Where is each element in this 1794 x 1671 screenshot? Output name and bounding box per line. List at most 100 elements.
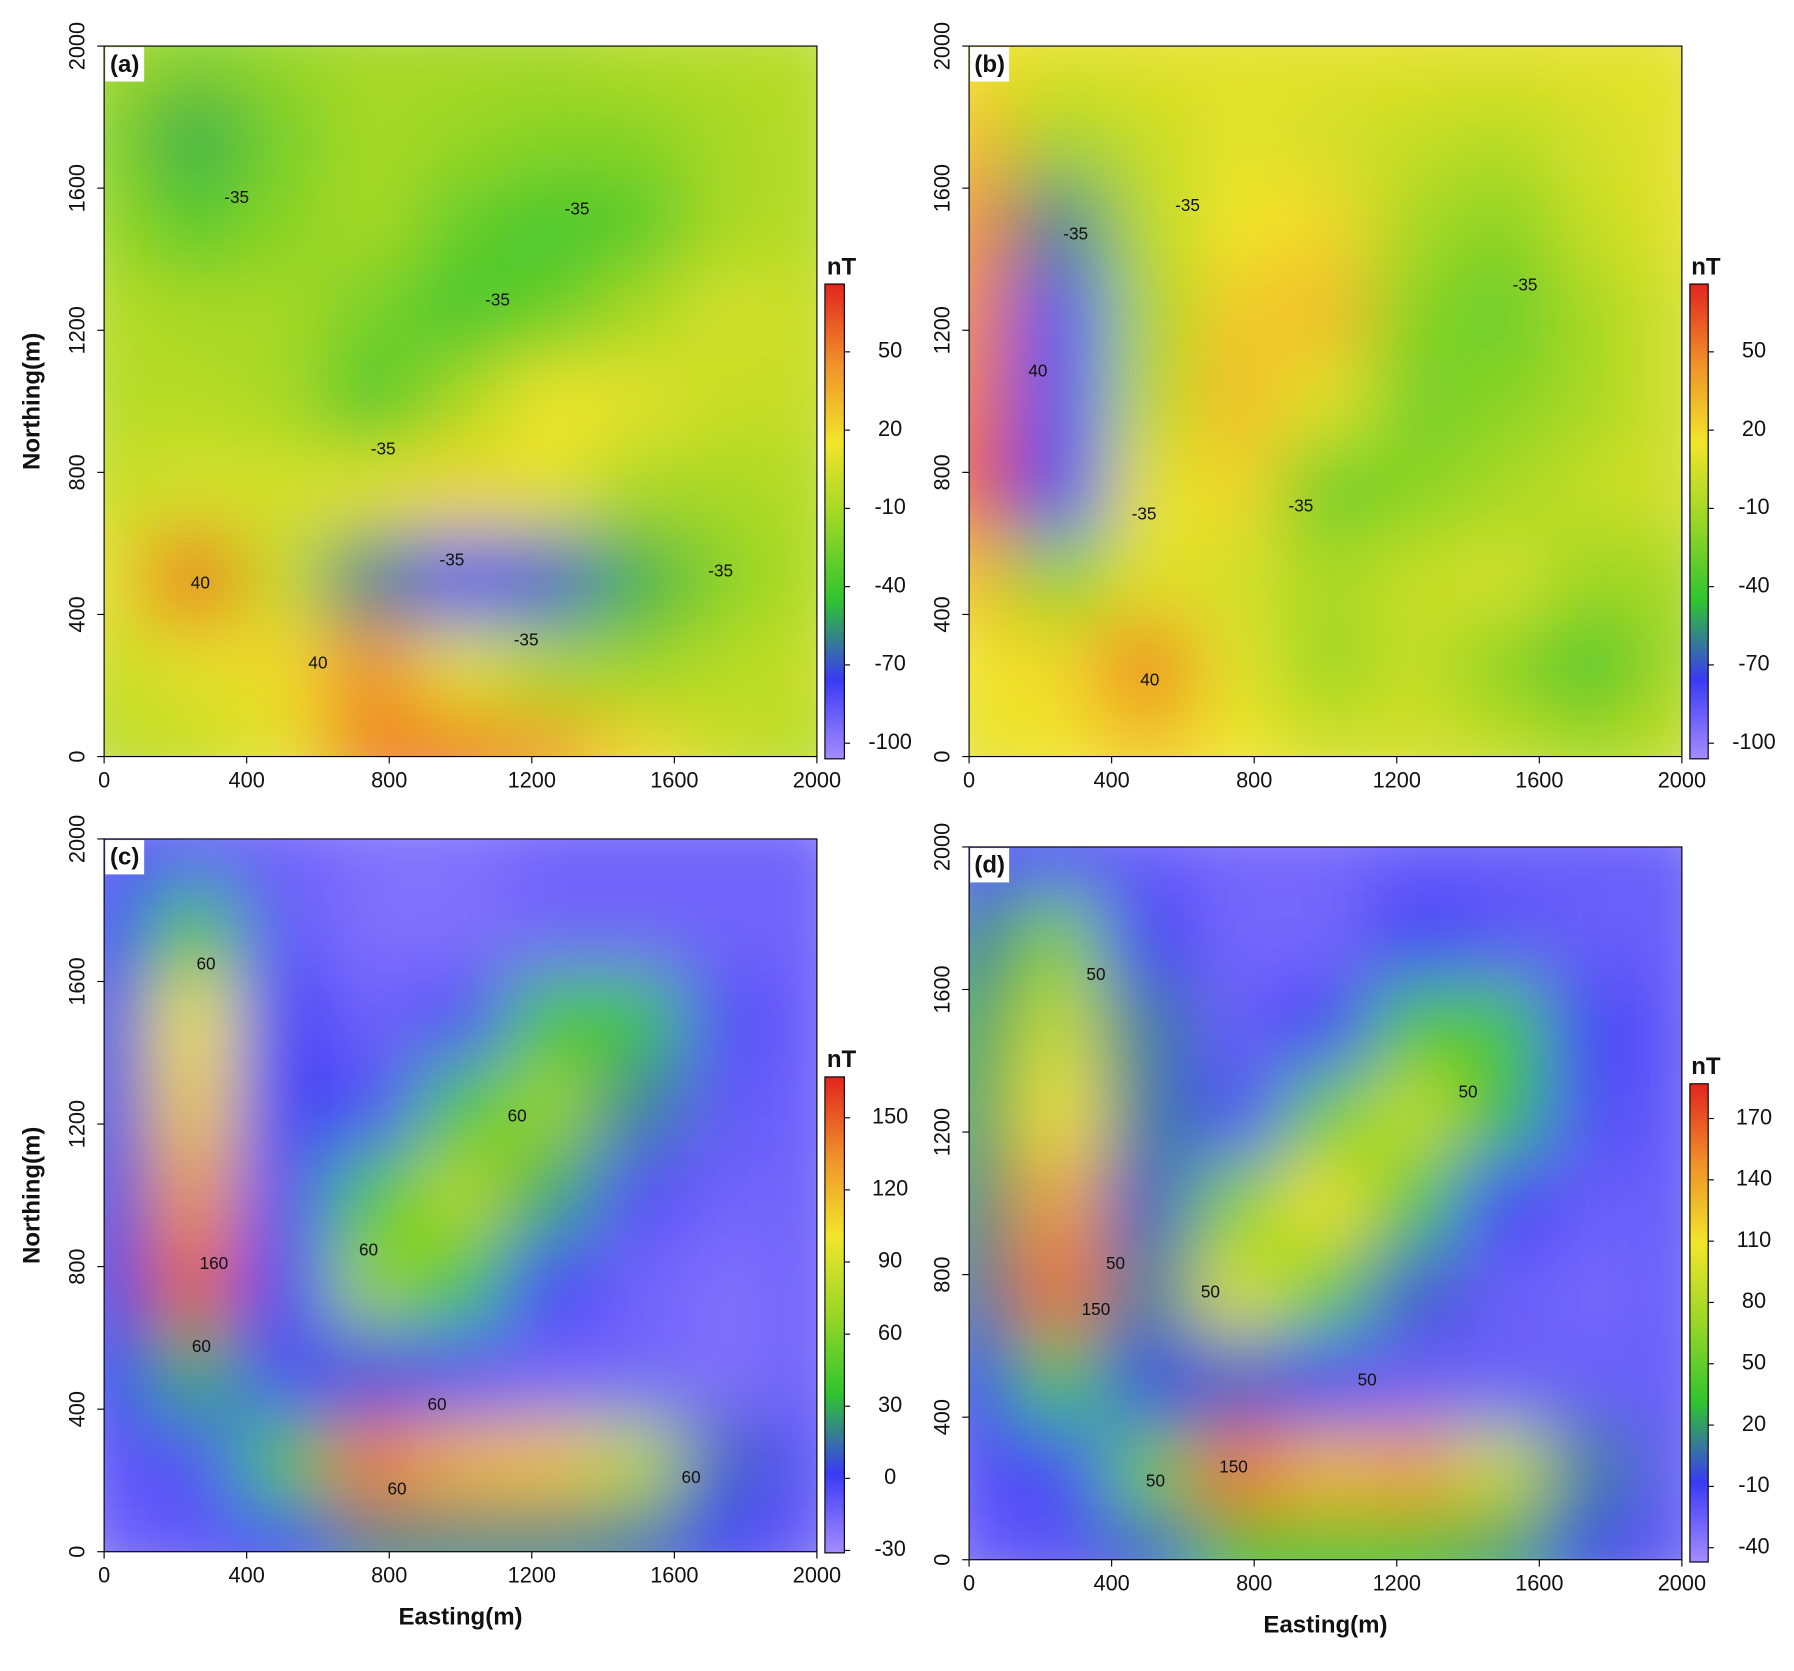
field-cell	[1280, 1515, 1371, 1560]
field-cell	[683, 445, 773, 536]
field-cell	[1459, 46, 1549, 92]
field-cell	[1637, 179, 1682, 269]
field-cell	[148, 712, 239, 757]
field-cell	[772, 1418, 817, 1508]
y-tick-label: 2000	[930, 823, 955, 871]
field-cell	[1548, 1426, 1638, 1516]
field	[969, 846, 1682, 1560]
field-cell	[237, 356, 328, 447]
plot-frame	[968, 45, 1683, 758]
y-axis-title: Northing(m)	[19, 333, 46, 470]
x-tick-label: 1200	[1373, 767, 1421, 792]
field-clip	[969, 846, 1682, 1560]
field-cell	[683, 838, 773, 885]
y-tick-label: 2000	[930, 22, 955, 70]
x-tick-label: 400	[1094, 1571, 1130, 1596]
field-cell	[1280, 268, 1371, 358]
colorbar-tick-label: 20	[1742, 1411, 1766, 1436]
field-cell	[104, 1061, 150, 1152]
contour-label: -35	[485, 290, 510, 310]
field-cell	[1102, 846, 1193, 893]
field-cell	[683, 1239, 773, 1330]
y-tick-label: 1600	[930, 965, 955, 1013]
field	[104, 838, 817, 1552]
field-cell	[326, 179, 417, 269]
field-cell	[415, 268, 506, 358]
field-cell	[772, 1239, 817, 1330]
field-cell	[1102, 534, 1193, 624]
field-cell	[1280, 445, 1371, 536]
field-cell	[683, 1061, 773, 1152]
field-cell	[1548, 179, 1638, 269]
field-cell	[969, 980, 1015, 1071]
y-tick-label: 1600	[65, 957, 90, 1005]
field-cell	[237, 1239, 328, 1330]
contour-label: -35	[514, 630, 539, 650]
field-cell	[772, 1507, 817, 1552]
x-tick-label: 1600	[650, 767, 698, 792]
field-cell	[1280, 623, 1371, 713]
field-cell	[1013, 90, 1104, 180]
field-cell	[1370, 980, 1460, 1071]
contour-label: 60	[427, 1394, 446, 1414]
field-cell	[1102, 891, 1193, 982]
field-cell	[772, 46, 817, 92]
field-cell	[772, 972, 817, 1063]
field-cell	[104, 534, 150, 624]
field-cell	[1102, 1426, 1193, 1516]
field-cell	[1280, 1158, 1371, 1249]
field-cell	[326, 972, 417, 1063]
field-cell	[1280, 90, 1371, 180]
field-cell	[594, 445, 684, 536]
field-cell	[1370, 356, 1460, 447]
field-cell	[415, 445, 506, 536]
field-cell	[969, 356, 1015, 447]
field-cell	[1102, 623, 1193, 713]
field-cell	[1013, 891, 1104, 982]
field-cell	[1637, 1247, 1682, 1338]
field-cell	[237, 712, 328, 757]
colorbar-tick-label: 120	[872, 1176, 908, 1201]
panel-label-box	[105, 840, 145, 875]
field-cell	[594, 1061, 684, 1152]
field-cell	[148, 534, 239, 624]
field-cell	[104, 90, 150, 180]
contour-label: -35	[1513, 275, 1538, 295]
x-tick-label: 1600	[1515, 767, 1563, 792]
field-cell	[237, 972, 328, 1063]
field-cell	[1280, 1426, 1371, 1516]
field-cell	[326, 1061, 417, 1152]
field-cell	[1280, 179, 1371, 269]
x-tick-label: 0	[98, 1563, 110, 1588]
field-cell	[772, 268, 817, 358]
field-cell	[1370, 179, 1460, 269]
contour-label: 150	[1082, 1299, 1111, 1319]
field-cell	[326, 1507, 417, 1552]
field-cell	[1459, 1069, 1549, 1160]
colorbar-tick-label: -70	[874, 651, 905, 676]
field-clip	[104, 838, 817, 1552]
field-cell	[326, 534, 417, 624]
field-cell	[1548, 268, 1638, 358]
field-cell	[237, 883, 328, 974]
field-cell	[1013, 712, 1104, 757]
field-cell	[1459, 623, 1549, 713]
field-cell	[148, 268, 239, 358]
field-cell	[683, 1328, 773, 1419]
colorbar-title: nT	[1691, 1053, 1721, 1080]
colorbar-tick-label: 50	[1742, 338, 1766, 363]
panel-label: (c)	[110, 844, 139, 871]
field-cell	[1013, 1336, 1104, 1427]
field-cell	[1637, 846, 1682, 893]
field-cell	[1459, 1247, 1549, 1338]
contour-label: -35	[224, 187, 249, 207]
field-cell	[969, 1515, 1015, 1560]
colorbar-tick-label: 30	[878, 1392, 902, 1417]
field-cell	[969, 534, 1015, 624]
field-cell	[969, 90, 1015, 180]
field-cell	[1370, 1426, 1460, 1516]
field-cell	[415, 838, 506, 885]
field-cell	[1548, 846, 1638, 893]
field-cell	[1191, 46, 1282, 92]
contour-label: 40	[191, 572, 210, 592]
